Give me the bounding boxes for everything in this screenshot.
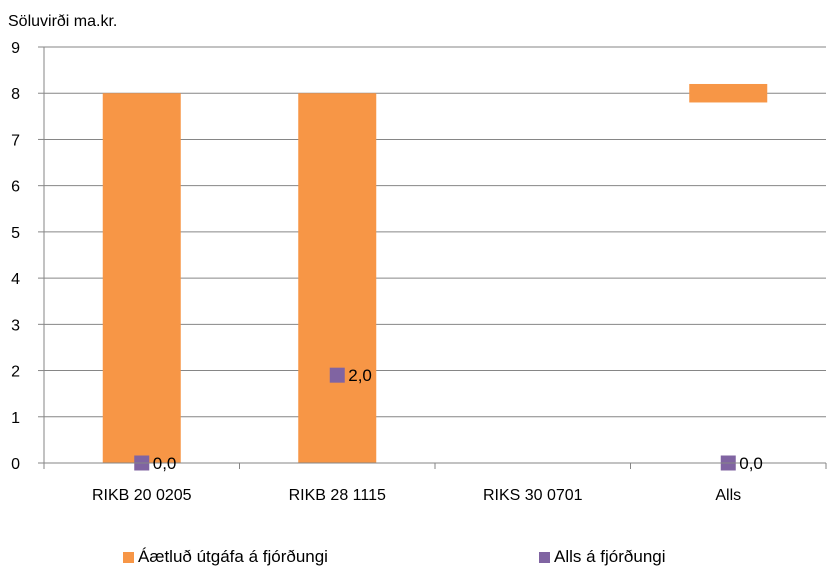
data-label: 0,0 [153, 454, 177, 473]
x-tick-label: RIKB 20 0205 [92, 487, 192, 504]
bar [102, 93, 181, 463]
x-tick-label: RIKS 30 0701 [483, 487, 583, 504]
labels: 0 1 2 3 4 5 6 7 8 9 RIKB 20 0205 RIKB 28 1115 RIKS 3… [11, 40, 763, 504]
legend-item-total: Alls á fjórðungi [539, 547, 666, 567]
y-tick-label: 8 [11, 86, 20, 103]
axes [38, 46, 827, 469]
range-bar [689, 83, 768, 103]
y-tick-label: 0 [11, 456, 20, 473]
chart: Söluvirði ma.kr. 0 1 2 3 4 5 6 7 8 9 RIKB 20 0205 R… [8, 13, 827, 504]
y-tick-label: 2 [11, 364, 20, 381]
y-tick-label: 7 [11, 132, 20, 149]
y-tick-label: 9 [11, 40, 20, 57]
bars [102, 83, 768, 463]
y-tick-label: 6 [11, 179, 20, 196]
bar [298, 93, 377, 463]
x-tick-label: RIKB 28 1115 [289, 487, 386, 504]
y-tick-label: 1 [11, 410, 20, 427]
legend: Áætluð útgáfa á fjórðungi Alls á fjórðun… [0, 547, 834, 575]
y-tick-label: 4 [11, 271, 20, 288]
data-label: 2,0 [348, 366, 372, 385]
marker [329, 367, 345, 383]
legend-swatch-purple [539, 551, 550, 563]
legend-swatch-orange [123, 551, 134, 563]
markers [134, 367, 736, 471]
y-axis-title: Söluvirði ma.kr. [8, 13, 117, 30]
y-tick-label: 3 [11, 317, 20, 334]
legend-label-total: Alls á fjórðungi [554, 547, 666, 566]
data-label: 0,0 [739, 454, 763, 473]
y-tick-label: 5 [11, 225, 20, 242]
legend-label-estimated: Áætluð útgáfa á fjórðungi [138, 547, 328, 566]
legend-item-estimated: Áætluð útgáfa á fjórðungi [123, 547, 328, 567]
x-tick-label: Alls [715, 487, 741, 504]
